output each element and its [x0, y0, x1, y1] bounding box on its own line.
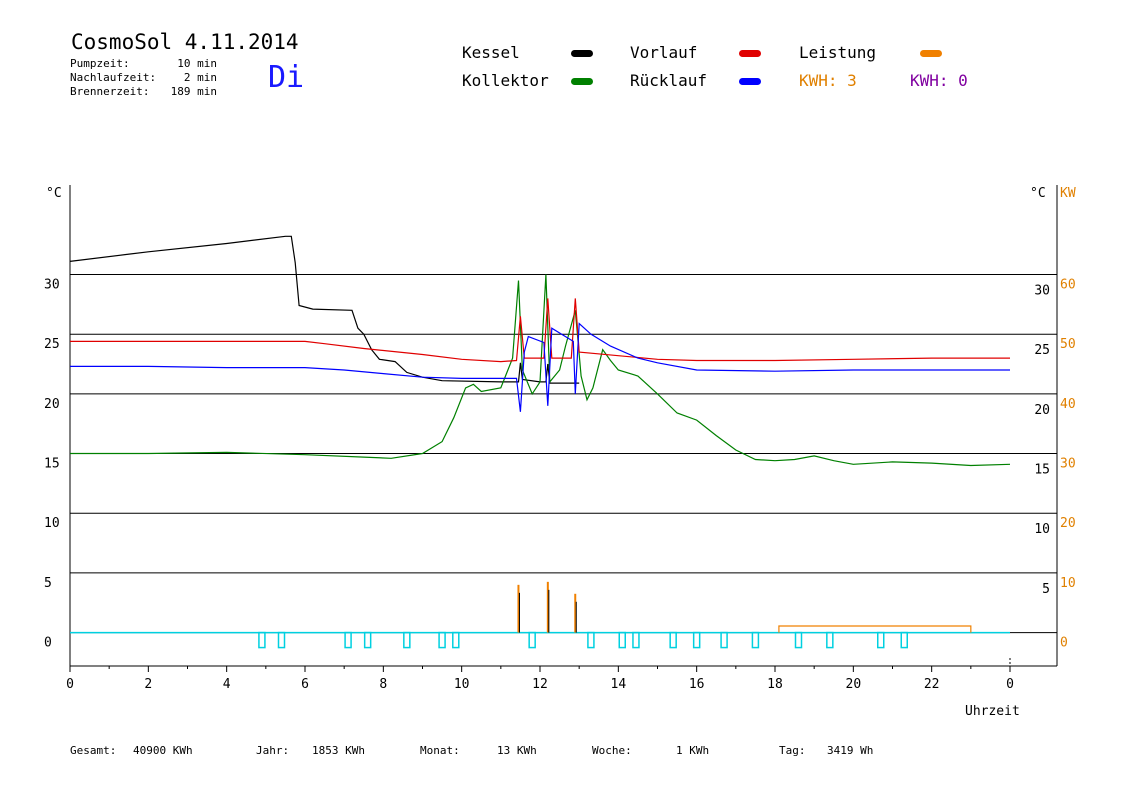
- pump-pulse: [277, 631, 286, 649]
- pump-pulse: [794, 631, 803, 649]
- legend-label-leistung: Leistung: [799, 43, 877, 62]
- kwh-label-2: KWH: 0: [910, 71, 968, 90]
- footer-gesamt-label: Gesamt:: [70, 744, 117, 757]
- x-tick-label: 18: [767, 677, 783, 692]
- pump-pulse: [632, 631, 640, 649]
- pump-pulse: [344, 631, 352, 649]
- right2-axis-unit: KW: [1060, 186, 1076, 201]
- left-axis-unit: °C: [46, 186, 62, 201]
- pump-pulse: [438, 631, 446, 649]
- param-value: 10 min: [177, 57, 217, 70]
- pump-pulse: [587, 631, 595, 649]
- y-tick-label-right: 10: [1034, 522, 1050, 537]
- footer-woche-label: Woche:: [592, 744, 632, 757]
- pump-pulse: [403, 631, 411, 649]
- kw-tick-label: 50: [1060, 337, 1076, 352]
- pump-pulse: [669, 631, 677, 649]
- legend-label-ruecklauf: Rücklauf: [630, 71, 708, 90]
- kw-tick-label: 10: [1060, 576, 1076, 591]
- kw-tick-label: 40: [1060, 397, 1076, 412]
- y-tick-label-left: 5: [44, 576, 52, 591]
- pump-pulse: [452, 631, 460, 649]
- leistung-baseline: [778, 625, 972, 633]
- footer-jahr-label: Jahr:: [256, 744, 290, 757]
- legend-swatch-leistung: [920, 50, 942, 57]
- footer-monat-label: Monat:: [420, 744, 460, 757]
- x-tick-label: 8: [379, 677, 387, 692]
- x-axis-label: Uhrzeit: [965, 704, 1020, 719]
- legend-label-kollektor: Kollektor: [462, 71, 549, 90]
- param-label: Brennerzeit:: [70, 85, 150, 98]
- y-tick-label-left: 20: [44, 397, 60, 412]
- pump-pulse: [363, 631, 372, 649]
- footer-tag-value: 3419 Wh: [827, 744, 874, 757]
- y-tick-label-left: 0: [44, 636, 52, 651]
- legend-label-vorlauf: Vorlauf: [630, 43, 698, 62]
- footer-gesamt-value: 40900 KWh: [133, 744, 193, 757]
- legend-swatch-ruecklauf: [739, 78, 761, 85]
- x-tick-label: 22: [924, 677, 940, 692]
- series-line-rücklauf: [70, 322, 1010, 412]
- kw-tick-label: 60: [1060, 278, 1076, 293]
- x-tick-label: 16: [689, 677, 705, 692]
- x-tick-label: 0: [1006, 677, 1014, 692]
- series-line-kessel: [69, 235, 580, 384]
- pump-pulse: [528, 631, 536, 649]
- kw-tick-label: 20: [1060, 516, 1076, 531]
- x-tick-label: 14: [611, 677, 627, 692]
- footer-monat-value: 13 KWh: [497, 744, 537, 757]
- y-tick-label-right: 25: [1034, 343, 1050, 358]
- y-tick-label-right: 5: [1042, 582, 1050, 597]
- y-tick-label-right: 15: [1034, 463, 1050, 478]
- footer-tag-label: Tag:: [779, 744, 806, 757]
- kwh-label-1: KWH: 3: [799, 71, 857, 90]
- series-line-kollektor: [70, 274, 1011, 467]
- pump-pulse: [258, 631, 266, 649]
- kw-tick-label: 0: [1060, 636, 1068, 651]
- right-axis-unit: °C: [1030, 186, 1046, 201]
- y-tick-label-left: 15: [44, 457, 60, 472]
- legend-swatch-kollektor: [571, 78, 593, 85]
- param-value: 189 min: [170, 85, 217, 98]
- legend-swatch-vorlauf: [739, 50, 761, 57]
- param-label: Pumpzeit:: [70, 57, 130, 70]
- kw-tick-label: 30: [1060, 457, 1076, 472]
- pump-pulse: [692, 631, 701, 649]
- pump-pulse: [877, 631, 885, 649]
- weekday-label: Di: [268, 60, 305, 95]
- pump-pulse: [720, 631, 728, 649]
- x-tick-label: 10: [454, 677, 470, 692]
- y-tick-label-left: 25: [44, 337, 60, 352]
- footer-jahr-value: 1853 KWh: [312, 744, 365, 757]
- x-tick-label: 12: [532, 677, 548, 692]
- footer-woche-value: 1 KWh: [676, 744, 710, 757]
- pump-pulse: [826, 631, 834, 649]
- pump-pulse: [900, 631, 908, 649]
- legend-swatch-kessel: [571, 50, 593, 57]
- param-label: Nachlaufzeit:: [70, 71, 157, 84]
- y-tick-label-left: 30: [44, 278, 60, 293]
- y-tick-label-left: 10: [44, 516, 60, 531]
- param-value: 2 min: [183, 71, 217, 84]
- x-tick-label: 0: [66, 677, 74, 692]
- x-tick-label: 2: [144, 677, 152, 692]
- x-tick-label: 20: [846, 677, 862, 692]
- y-tick-label-right: 30: [1034, 284, 1050, 299]
- y-tick-label-right: 20: [1034, 403, 1050, 418]
- pump-pulse: [618, 631, 626, 649]
- page-title: CosmoSol 4.11.2014: [71, 30, 299, 54]
- x-tick-label: 4: [223, 677, 231, 692]
- series-line-vorlauf: [70, 298, 1010, 363]
- legend-label-kessel: Kessel: [462, 43, 520, 62]
- pump-pulse: [751, 631, 760, 649]
- x-tick-label: 6: [301, 677, 309, 692]
